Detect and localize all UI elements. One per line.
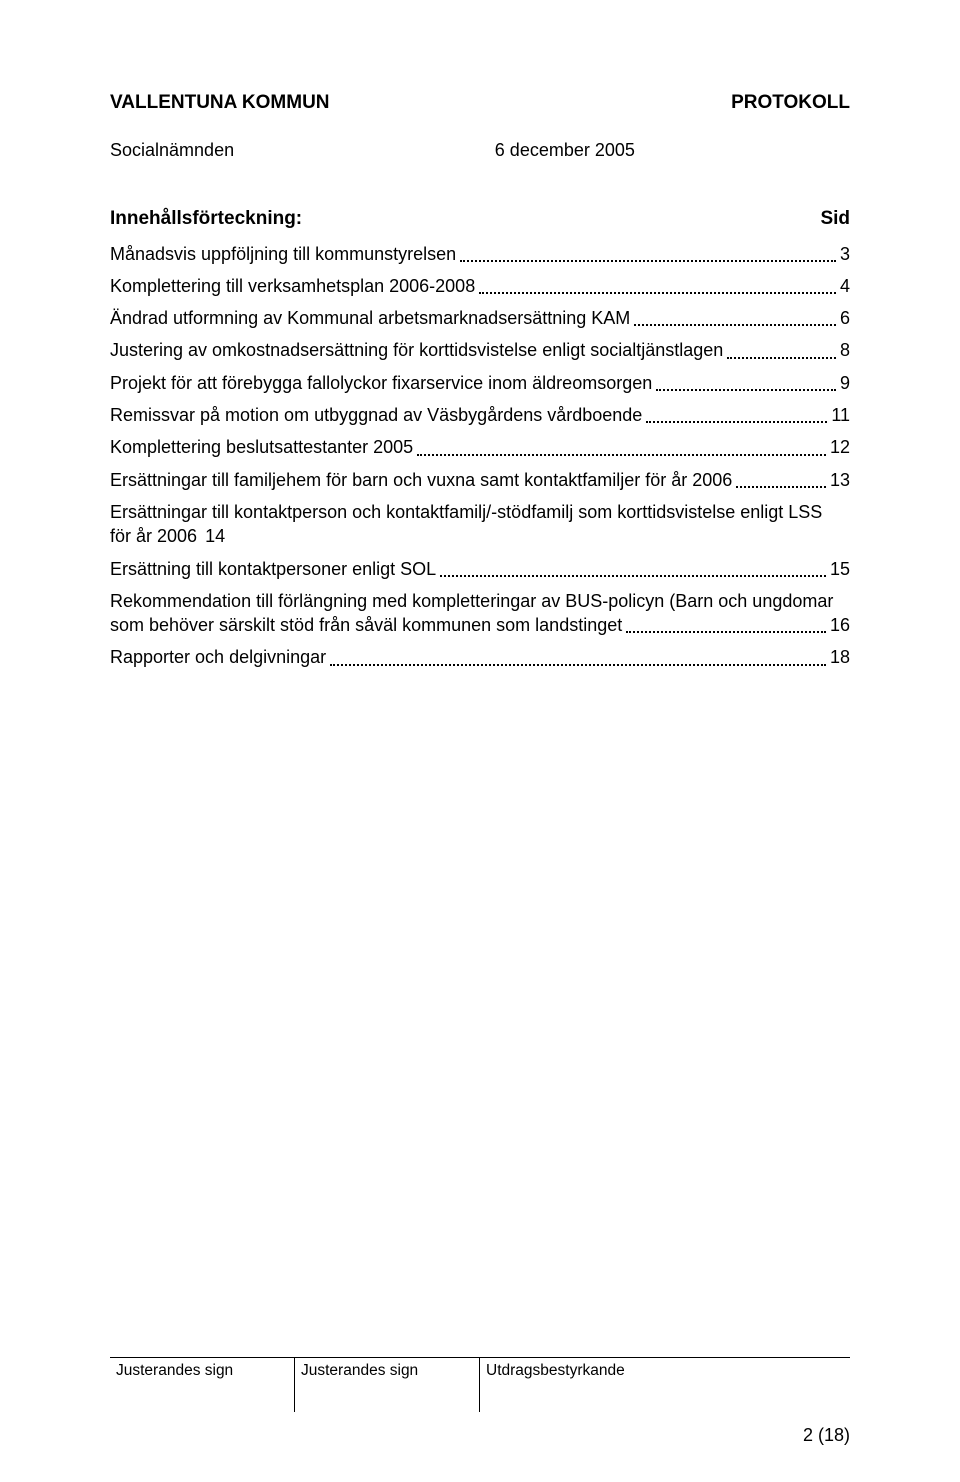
toc-leader (656, 375, 836, 391)
toc-entry-page: 15 (830, 557, 850, 581)
toc-entry-page: 18 (830, 645, 850, 669)
toc-leader (626, 617, 826, 633)
doc-type: PROTOKOLL (731, 90, 850, 116)
page-number: 2 (18) (803, 1423, 850, 1447)
toc-entry-text: Ändrad utformning av Kommunal arbetsmark… (110, 306, 630, 330)
toc-entry-text: Ersättningar till kontaktperson och kont… (110, 500, 850, 524)
toc-entry: Komplettering beslutsattestanter 2005 12 (110, 435, 850, 459)
signature-row: Justerandes sign Justerandes sign Utdrag… (110, 1357, 850, 1412)
toc-entry: Projekt för att förebygga fallolyckor fi… (110, 371, 850, 395)
toc-entry: Remissvar på motion om utbyggnad av Väsb… (110, 403, 850, 427)
org-name: VALLENTUNA KOMMUN (110, 90, 330, 116)
page-footer: Justerandes sign Justerandes sign Utdrag… (110, 1357, 850, 1412)
signature-cell: Utdragsbestyrkande (480, 1358, 850, 1412)
toc-entry-page: 11 (831, 403, 850, 427)
toc-entry: Justering av omkostnadsersättning för ko… (110, 338, 850, 362)
toc-entry: Ersättning till kontaktpersoner enligt S… (110, 557, 850, 581)
subheader-row: Socialnämnden 6 december 2005 (110, 138, 850, 162)
toc-entry-page: 8 (840, 338, 850, 362)
header-row: VALLENTUNA KOMMUN PROTOKOLL (110, 90, 850, 116)
toc-entry: Komplettering till verksamhetsplan 2006-… (110, 274, 850, 298)
signature-cell: Justerandes sign (110, 1358, 295, 1412)
toc-entry: Ersättningar till kontaktperson och kont… (110, 500, 850, 549)
toc-entry-text: Komplettering till verksamhetsplan 2006-… (110, 274, 475, 298)
department-name: Socialnämnden (110, 138, 495, 162)
toc-entry-text: för år 2006 (110, 524, 197, 548)
toc-leader (417, 439, 826, 455)
toc-entry-text: Remissvar på motion om utbyggnad av Väsb… (110, 403, 642, 427)
toc-entry-page: 13 (830, 468, 850, 492)
toc-leader (440, 561, 826, 577)
toc-entry: Ersättningar till familjehem för barn oc… (110, 468, 850, 492)
toc-leader (646, 407, 827, 423)
toc-entry-text: Månadsvis uppföljning till kommunstyrels… (110, 242, 456, 266)
toc-entry-text: Projekt för att förebygga fallolyckor fi… (110, 371, 652, 395)
toc-page-label: Sid (820, 206, 850, 232)
toc-entry: Ändrad utformning av Kommunal arbetsmark… (110, 306, 850, 330)
toc-entry-page: 3 (840, 242, 850, 266)
toc-entry-page: 12 (830, 435, 850, 459)
document-page: VALLENTUNA KOMMUN PROTOKOLL Socialnämnde… (0, 0, 960, 1482)
toc-leader (727, 343, 836, 359)
toc-entry: Rapporter och delgivningar 18 (110, 645, 850, 669)
toc-entry-page: 16 (830, 613, 850, 637)
toc-entry-text: Ersättning till kontaktpersoner enligt S… (110, 557, 436, 581)
toc-entry-page: 6 (840, 306, 850, 330)
toc-entry-text: Komplettering beslutsattestanter 2005 (110, 435, 413, 459)
meeting-date: 6 december 2005 (495, 138, 635, 162)
signature-cell: Justerandes sign (295, 1358, 480, 1412)
toc-entry-page: 14 (205, 524, 225, 548)
toc-entry-text: Rekommendation till förlängning med komp… (110, 589, 850, 613)
toc-entry-text: som behöver särskilt stöd från såväl kom… (110, 613, 622, 637)
toc-leader (460, 246, 836, 262)
toc-entry-page: 9 (840, 371, 850, 395)
table-of-contents: Månadsvis uppföljning till kommunstyrels… (110, 242, 850, 670)
toc-entry-text: Rapporter och delgivningar (110, 645, 326, 669)
toc-leader (634, 310, 836, 326)
toc-leader (330, 650, 826, 666)
toc-leader (736, 472, 826, 488)
toc-entry: Månadsvis uppföljning till kommunstyrels… (110, 242, 850, 266)
toc-title-row: Innehållsförteckning: Sid (110, 206, 850, 232)
toc-entry-text: Justering av omkostnadsersättning för ko… (110, 338, 723, 362)
toc-entry-text: Ersättningar till familjehem för barn oc… (110, 468, 732, 492)
toc-entry-page: 4 (840, 274, 850, 298)
toc-entry: Rekommendation till förlängning med komp… (110, 589, 850, 638)
toc-title: Innehållsförteckning: (110, 206, 302, 232)
toc-leader (479, 278, 836, 294)
